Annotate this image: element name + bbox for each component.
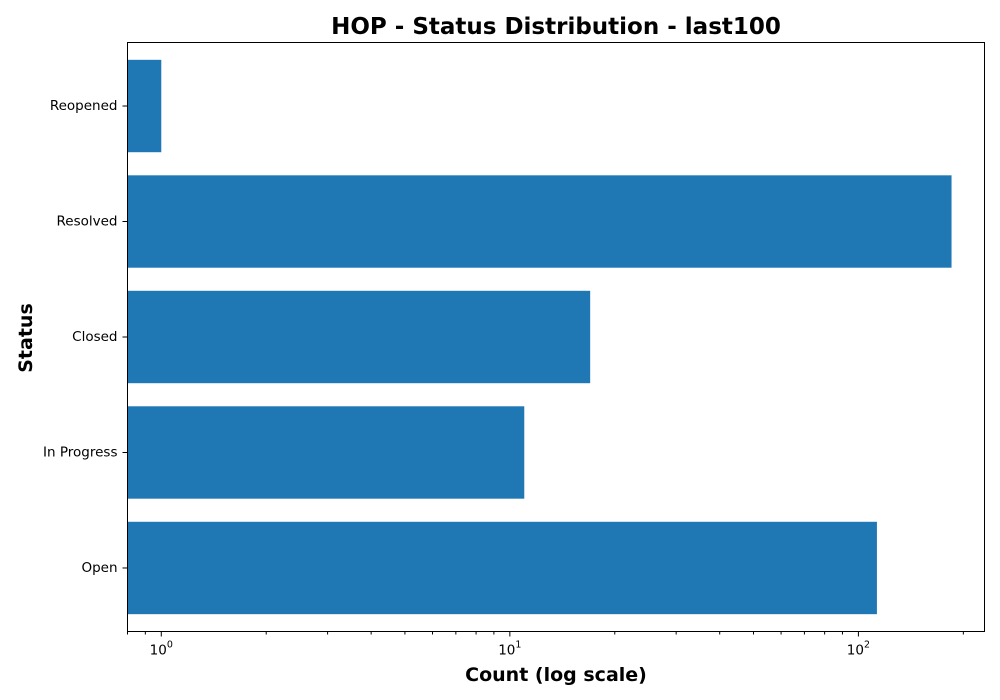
bar-closed — [127, 290, 591, 384]
y-tick-label-reopened: Reopened — [50, 98, 118, 114]
x-tick-label: 100 — [150, 640, 173, 659]
x-tick-label-base: 10 — [498, 643, 515, 659]
x-tick-label: 101 — [498, 640, 521, 659]
y-tick-label-closed: Closed — [72, 329, 117, 345]
y-tick-label-in-progress: In Progress — [43, 444, 117, 460]
x-tick-label: 102 — [847, 640, 870, 659]
x-axis-label: Count (log scale) — [465, 664, 647, 686]
chart-title: HOP - Status Distribution - last100 — [331, 14, 781, 40]
x-tick-label-base: 10 — [150, 643, 167, 659]
y-ticks-group: Open In Progress Closed Resolved Reopened — [43, 98, 128, 576]
y-tick-label-resolved: Resolved — [57, 214, 118, 230]
y-tick-label-open: Open — [81, 560, 117, 576]
y-axis-label: Status — [15, 303, 37, 373]
x-tick-label-exponent: 1 — [515, 640, 521, 651]
x-tick-label-exponent: 2 — [864, 640, 870, 651]
x-tick-label-base: 10 — [847, 643, 864, 659]
x-tick-label-exponent: 0 — [167, 640, 173, 651]
bars-group — [127, 59, 952, 615]
plot-frame — [127, 42, 985, 632]
bar-open — [127, 521, 877, 615]
bar-in-progress — [127, 406, 525, 499]
x-ticks-group: 100 101 102 — [127, 631, 964, 659]
bar-reopened — [127, 59, 162, 153]
bar-resolved — [127, 175, 952, 268]
